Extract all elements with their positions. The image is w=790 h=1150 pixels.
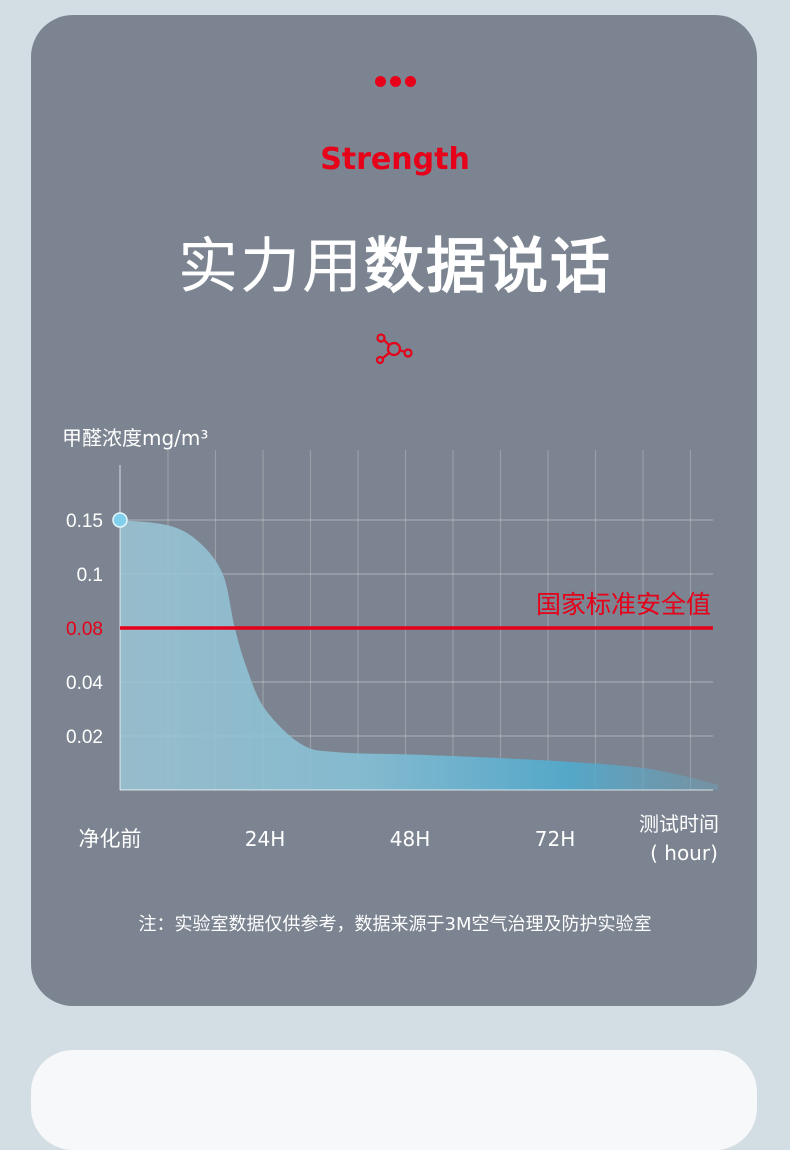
title-bold: 数据说话	[364, 232, 612, 302]
x-tick-label: 72H	[535, 827, 576, 851]
x-axis-unit: ( hour)	[650, 841, 718, 865]
title-light: 实力用	[178, 232, 364, 302]
y-tick-label: 0.02	[66, 727, 103, 748]
x-tick-label: 净化前	[79, 827, 142, 851]
molecule-icon	[375, 333, 413, 365]
y-axis-label: 甲醛浓度mg/m³	[62, 426, 208, 450]
y-tick-label: 0.04	[66, 673, 103, 694]
concentration-area	[120, 520, 719, 790]
strength-card	[31, 15, 757, 1006]
three-dots-icon	[0, 72, 790, 91]
reference-line-label: 国家标准安全值	[536, 590, 711, 619]
x-axis-label: 测试时间	[639, 812, 719, 836]
x-tick-label: 48H	[390, 827, 431, 851]
next-card	[31, 1050, 757, 1150]
y-tick-label: 0.15	[66, 511, 103, 532]
y-tick-label: 0.08	[66, 619, 103, 640]
footnote: 注：实验室数据仅供参考，数据来源于3M空气治理及防护实验室	[138, 914, 652, 935]
page-title: 实力用数据说话	[0, 218, 790, 305]
kicker: Strength	[320, 142, 470, 177]
start-point	[112, 512, 128, 528]
x-tick-label: 24H	[245, 827, 286, 851]
y-tick-label: 0.1	[77, 565, 103, 586]
